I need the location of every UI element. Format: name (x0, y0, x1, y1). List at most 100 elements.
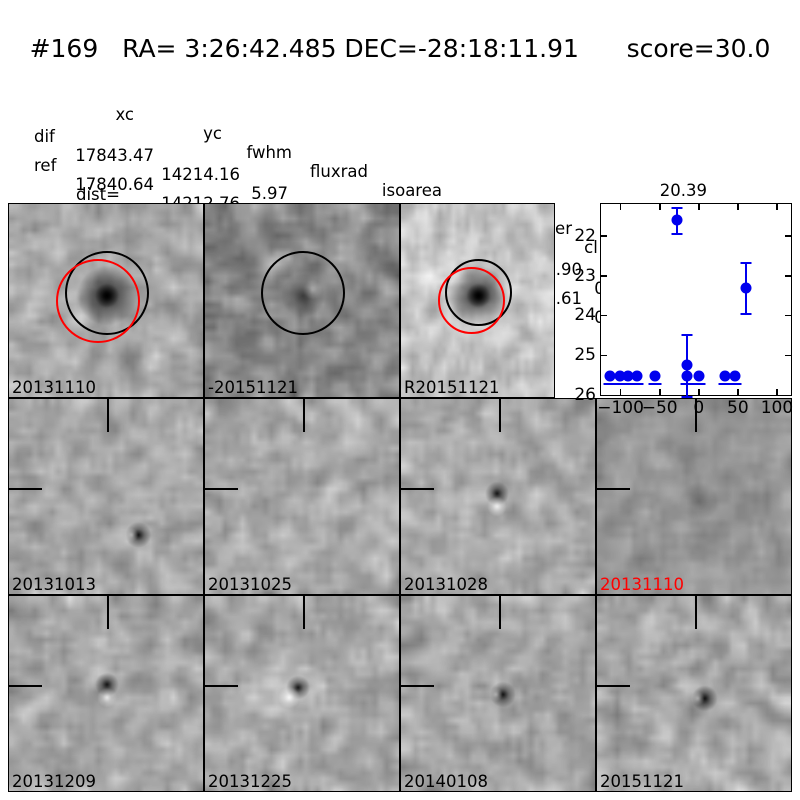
upper-limit-marker (693, 370, 705, 382)
stamp-epoch-20131225[interactable]: 20131225 (204, 595, 400, 792)
x-axis-tick (737, 204, 739, 210)
x-axis-tick (659, 389, 661, 395)
crosshair-tick-left (401, 685, 434, 687)
stamp-label: 20131110 (12, 377, 96, 397)
y-axis-tick (601, 394, 607, 396)
stamp-label: 20140108 (404, 771, 488, 791)
upper-limit-marker (719, 370, 731, 382)
stamp-epoch-20131025[interactable]: 20131025 (204, 398, 400, 595)
aperture-circle-red (56, 258, 141, 343)
y-axis-tick-label: 22 (574, 225, 596, 246)
data-point (681, 359, 693, 371)
y-axis-tick-label: 25 (574, 345, 596, 366)
stamp-reference[interactable]: R20151121 (400, 203, 555, 398)
y-axis-tick (601, 354, 607, 357)
stamp-label: 20131013 (12, 574, 96, 594)
upper-limit-bar (630, 383, 644, 386)
stamp-epoch-20131013[interactable]: 20131013 (8, 398, 204, 595)
stamp-image (205, 399, 399, 594)
crosshair-tick-top (499, 399, 501, 432)
x-axis-tick (659, 204, 661, 210)
x-axis-tick-label: 0 (693, 398, 705, 418)
col-header-fluxrad: fluxrad (310, 162, 368, 181)
dif-fwhm: 5.97 (251, 184, 288, 203)
error-bar-cap (671, 206, 683, 209)
error-bar-cap (681, 334, 693, 337)
stamp-label: -20151121 (208, 377, 298, 397)
crosshair-tick-top (695, 596, 697, 629)
x-axis-tick (698, 204, 700, 210)
dif-label: dif (34, 127, 55, 146)
stamp-epoch-20131110[interactable]: 20131110 (596, 398, 792, 595)
x-axis-tick-label: −50 (641, 398, 678, 418)
page-title: #169 RA= 3:26:42.485 DEC=-28:18:11.91 sc… (29, 34, 771, 63)
upper-limit-bar (613, 383, 627, 386)
crosshair-tick-left (401, 488, 434, 490)
ref-xc: 17840.64 (75, 175, 154, 194)
upper-limit-marker (604, 370, 616, 382)
upper-limit-bar (603, 383, 617, 386)
crosshair-tick-top (695, 399, 697, 432)
upper-limit-bar (621, 383, 635, 386)
upper-limit-marker (729, 370, 741, 382)
upper-limit-marker (631, 370, 643, 382)
upper-limit-bar (692, 383, 706, 386)
ref-label: ref (34, 156, 57, 175)
x-axis-tick (776, 389, 778, 395)
light-curve-plot[interactable]: 22 23 24 25 26 −100 −50 0 50 100 (574, 203, 793, 418)
y-axis-tick (785, 314, 791, 317)
crosshair-tick-top (107, 596, 109, 629)
error-bar-cap (681, 396, 693, 399)
x-axis-tick-label: −100 (597, 398, 644, 418)
col-header-xc: xc (115, 105, 134, 124)
stamp-epoch-20151121[interactable]: 20151121 (596, 595, 792, 792)
new-phmag: 20.39 (659, 181, 707, 200)
stamp-image (205, 596, 399, 791)
crosshair-tick-left (597, 488, 630, 490)
stamp-image (9, 399, 203, 594)
crosshair-tick-top (303, 596, 305, 629)
col-header-fwhm: fwhm (246, 143, 292, 162)
stamp-epoch-20131209[interactable]: 20131209 (8, 595, 204, 792)
upper-limit-marker (614, 370, 626, 382)
x-axis-tick (620, 389, 622, 395)
upper-limit-marker (649, 370, 661, 382)
upper-limit-bar (728, 383, 742, 386)
y-axis-tick (601, 314, 607, 317)
light-curve-axes: 22 23 24 25 26 −100 −50 0 50 100 (574, 204, 793, 418)
crosshair-tick-left (597, 685, 630, 687)
stamp-difference[interactable]: -20151121 (204, 203, 400, 398)
x-axis-tick-label: 100 (760, 398, 794, 418)
y-axis-tick (785, 275, 791, 277)
stamp-grid: 20131110 -20151121 R20151121 20131013 201310… (8, 203, 792, 792)
crosshair-tick-left (205, 685, 238, 687)
stamp-image (597, 399, 791, 594)
stamp-epoch-20140108[interactable]: 20140108 (400, 595, 596, 792)
crosshair-tick-left (205, 488, 238, 490)
dif-xc: 17843.47 (75, 146, 154, 165)
upper-limit-bar (648, 383, 662, 386)
stamp-image (9, 596, 203, 791)
y-axis-tick (785, 235, 791, 237)
crosshair-tick-top (107, 399, 109, 432)
error-bar-cap (740, 261, 752, 264)
stamp-image (401, 399, 595, 594)
y-axis-tick (785, 354, 791, 357)
y-axis-tick-label: 26 (574, 385, 596, 405)
dif-yc: 14214.16 (161, 165, 240, 184)
x-axis-tick (776, 204, 778, 210)
upper-limit-marker (681, 370, 693, 382)
stamp-label: 20131028 (404, 574, 488, 594)
data-point (671, 214, 683, 226)
stamp-epoch-20131028[interactable]: 20131028 (400, 398, 596, 595)
aperture-circle-black (261, 250, 345, 335)
x-axis-tick (620, 204, 622, 210)
crosshair-tick-top (303, 399, 305, 432)
y-axis-tick (785, 394, 791, 396)
y-axis-tick-label: 23 (574, 265, 596, 286)
stamp-new[interactable]: 20131110 (8, 203, 204, 398)
col-header-yc: yc (203, 124, 222, 143)
stamp-label: 20131025 (208, 574, 292, 594)
x-axis-tick-label: 50 (727, 398, 749, 418)
